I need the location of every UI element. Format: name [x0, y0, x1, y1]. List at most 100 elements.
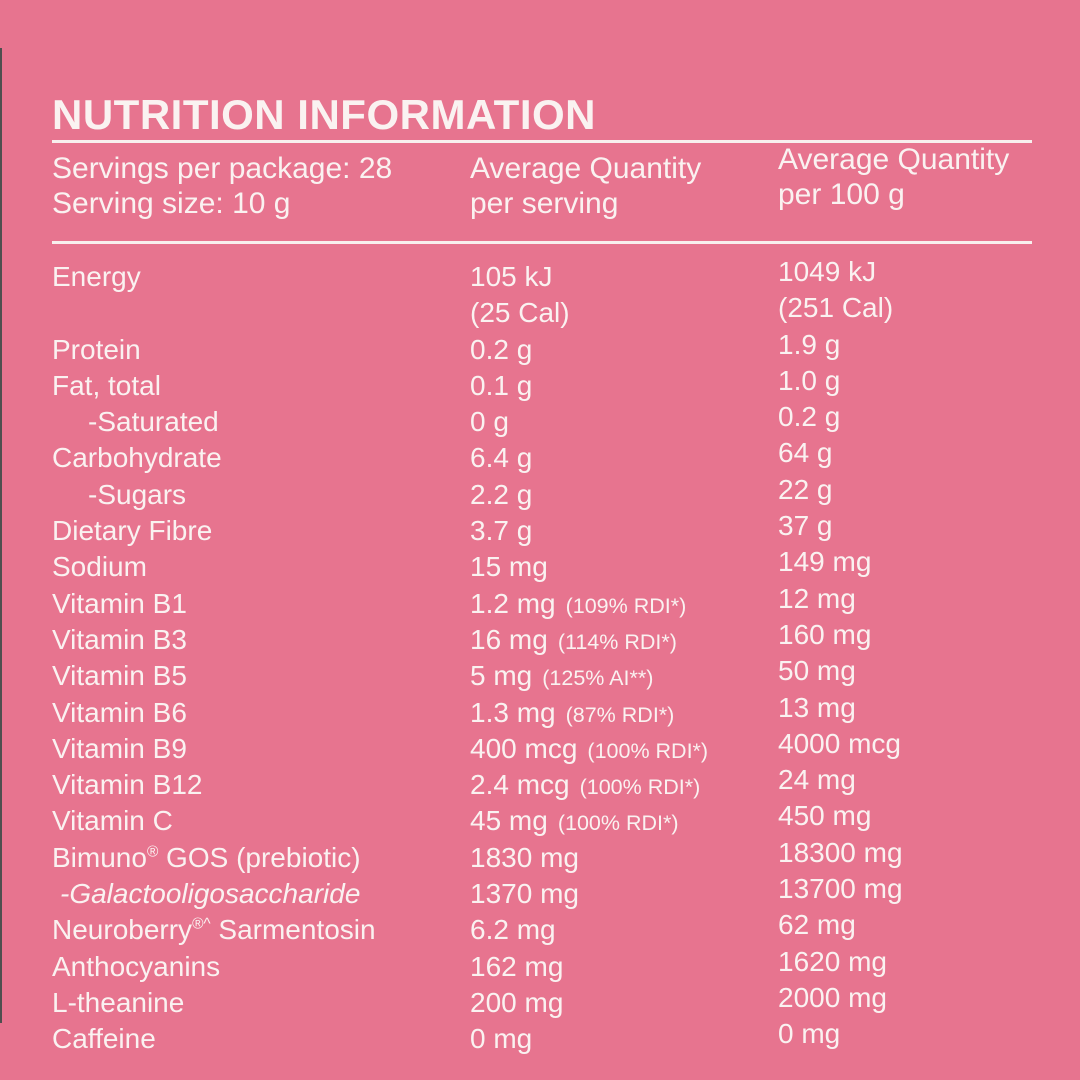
table-row-bimuno-gos: Bimuno® GOS (prebiotic) 1830 mg 18300 mg [52, 837, 1032, 877]
serving-info: Servings per package: 28 Serving size: 1… [52, 151, 470, 221]
header-divider [52, 241, 1032, 244]
value-per-serving: 400 mcg (100% RDI*) [470, 732, 709, 764]
nutrient-label: -Saturated [88, 406, 219, 438]
table-row-neuroberry-sarmentosin: Neuroberry®^ Sarmentosin 6.2 mg 62 mg [52, 909, 1032, 949]
nutrient-label: Protein [52, 333, 141, 365]
value-per-serving: 6.2 mg [470, 914, 556, 946]
rdi-note: (125% AI**) [542, 666, 654, 691]
nutrient-label: Bimuno® GOS (prebiotic) [52, 841, 361, 873]
value-per-100g: 12 mg [778, 582, 856, 614]
value-per-100g: 24 mg [778, 764, 856, 796]
nutrient-label: Vitamin B5 [52, 660, 187, 692]
rdi-note: (114% RDI*) [557, 629, 677, 654]
nutrient-label: -Sugars [88, 478, 187, 510]
table-row-galactooligosaccharide: -Galactooligosaccharide 1370 mg 13700 mg [52, 873, 1032, 913]
rdi-note: (109% RDI*) [565, 593, 687, 618]
servings-per-package: Servings per package: 28 [52, 152, 393, 185]
table-row-energy-cal: (25 Cal) (251 Cal) [52, 292, 1032, 332]
table-row-sodium: Sodium 15 mg 149 mg [52, 546, 1032, 586]
value-per-serving: 1830 mg [470, 841, 579, 873]
nutrient-label: Vitamin B1 [52, 587, 187, 619]
value-per-100g: 0.2 g [778, 401, 841, 433]
table-header: Servings per package: 28 Serving size: 1… [52, 143, 1032, 221]
nutrient-label: Carbohydrate [52, 442, 222, 474]
nutrient-label: Vitamin B6 [52, 696, 187, 728]
nutrient-label: Fat, total [52, 369, 161, 401]
value-per-100g: 1.9 g [778, 328, 841, 360]
value-per-serving: 16 mg (114% RDI*) [470, 623, 677, 655]
registered-mark: ® [146, 843, 159, 861]
table-row-l-theanine: L-theanine 200 mg 2000 mg [52, 982, 1032, 1022]
nutrient-label: Vitamin B9 [52, 732, 187, 764]
value-per-serving: 2.4 mcg (100% RDI*) [470, 769, 701, 801]
nutrient-label [52, 296, 470, 332]
value-per-100g: 18300 mg [778, 836, 903, 868]
table-row-energy: Energy 105 kJ 1049 kJ [52, 256, 1032, 296]
value-per-100g: 62 mg [778, 909, 856, 941]
nutrient-label: Dietary Fibre [52, 515, 213, 547]
value-per-serving: 0.1 g [470, 369, 533, 401]
nutrient-label: Caffeine [52, 1023, 156, 1055]
table-row-vitamin-b1: Vitamin B1 1.2 mg (109% RDI*) 12 mg [52, 583, 1032, 623]
value-per-100g: 450 mg [778, 800, 872, 832]
nutrient-label: L-theanine [52, 986, 185, 1018]
value-per-serving: 0.2 g [470, 333, 533, 365]
rdi-note: (100% RDI*) [579, 775, 701, 800]
nutrient-label: -Galactooligosaccharide [60, 878, 361, 910]
value-per-serving: 162 mg [470, 950, 564, 982]
value-per-serving: 15 mg [470, 551, 548, 583]
table-row-saturated: -Saturated 0 g 0.2 g [52, 401, 1032, 441]
value-per-serving: 105 kJ [470, 261, 553, 292]
value-per-serving: 0 mg [470, 1023, 533, 1055]
rdi-note: (100% RDI*) [557, 811, 679, 836]
value-per-100g: 1049 kJ [778, 256, 877, 287]
panel-title: NUTRITION INFORMATION [52, 91, 596, 138]
left-edge-artifact-line [0, 48, 2, 1023]
table-row-caffeine: Caffeine 0 mg 0 mg [52, 1018, 1032, 1058]
table-row-vitamin-b5: Vitamin B5 5 mg (125% AI**) 50 mg [52, 655, 1032, 695]
value-per-100g: (251 Cal) [778, 292, 894, 324]
table-row-fat-total: Fat, total 0.1 g 1.0 g [52, 365, 1032, 405]
value-per-100g: 13 mg [778, 691, 856, 723]
nutrient-label: Vitamin C [52, 805, 173, 837]
value-per-serving: 1.3 mg (87% RDI*) [470, 696, 675, 728]
table-row-vitamin-b3: Vitamin B3 16 mg (114% RDI*) 160 mg [52, 619, 1032, 659]
nutrient-label: Anthocyanins [52, 950, 221, 982]
value-per-100g: 64 g [778, 437, 833, 469]
rdi-note: (87% RDI*) [565, 702, 675, 727]
value-per-serving: (25 Cal) [470, 297, 570, 329]
serving-size: Serving size: 10 g [52, 187, 291, 220]
title-divider [52, 140, 1032, 143]
value-per-serving: 1.2 mg (109% RDI*) [470, 587, 687, 619]
nutrient-label: Energy [52, 261, 141, 292]
table-row-vitamin-c: Vitamin C 45 mg (100% RDI*) 450 mg [52, 800, 1032, 840]
value-per-100g: 1620 mg [778, 945, 887, 977]
column-header-per-100g: Average Quantity per 100 g [778, 143, 1010, 211]
value-per-serving: 3.7 g [470, 515, 533, 547]
value-per-100g: 22 g [778, 473, 833, 505]
nutrient-label: Neuroberry®^ Sarmentosin [52, 914, 376, 946]
value-per-serving: 1370 mg [470, 878, 579, 910]
column-header-per-serving: Average Quantity per serving [470, 152, 702, 220]
value-per-serving: 2.2 g [470, 478, 533, 510]
value-per-serving: 6.4 g [470, 442, 533, 474]
table-row-carbohydrate: Carbohydrate 6.4 g 64 g [52, 437, 1032, 477]
table-row-vitamin-b6: Vitamin B6 1.3 mg (87% RDI*) 13 mg [52, 692, 1032, 732]
value-per-100g: 0 mg [778, 1018, 841, 1050]
table-row-vitamin-b9: Vitamin B9 400 mcg (100% RDI*) 4000 mcg [52, 728, 1032, 768]
rdi-note: (100% RDI*) [587, 738, 709, 763]
value-per-100g: 2000 mg [778, 981, 887, 1013]
value-per-100g: 13700 mg [778, 873, 903, 905]
table-row-vitamin-b12: Vitamin B12 2.4 mcg (100% RDI*) 24 mg [52, 764, 1032, 804]
value-per-serving: 5 mg (125% AI**) [470, 660, 654, 692]
value-per-serving: 200 mg [470, 986, 564, 1018]
table-row-protein: Protein 0.2 g 1.9 g [52, 329, 1032, 369]
value-per-100g: 50 mg [778, 655, 856, 687]
table-row-dietary-fibre: Dietary Fibre 3.7 g 37 g [52, 510, 1032, 550]
value-per-100g: 160 mg [778, 618, 872, 650]
value-per-100g: 4000 mcg [778, 727, 901, 759]
value-per-100g: 149 mg [778, 546, 872, 578]
table-row-anthocyanins: Anthocyanins 162 mg 1620 mg [52, 946, 1032, 986]
nutrient-label: Sodium [52, 551, 147, 583]
nutrition-rows: Energy 105 kJ 1049 kJ (25 Cal) (251 Cal)… [52, 256, 1032, 1059]
